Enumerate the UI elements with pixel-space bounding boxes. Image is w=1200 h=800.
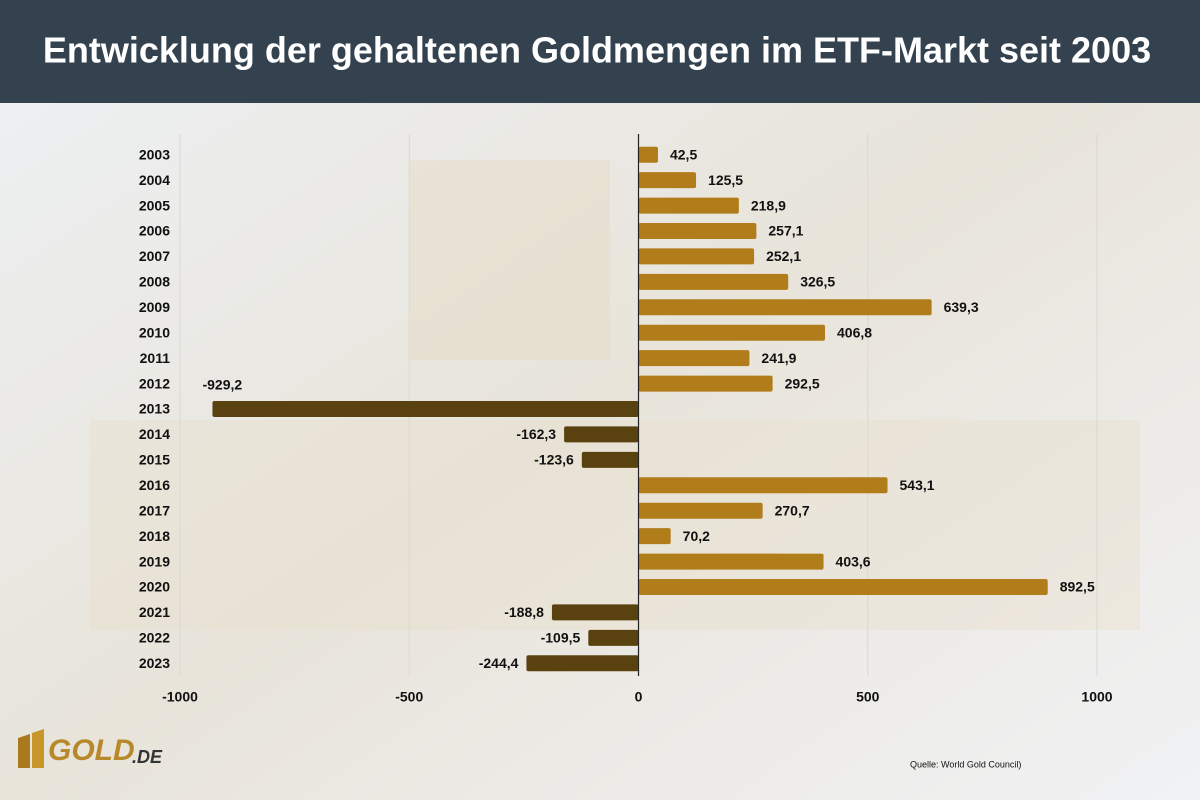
bar (638, 223, 757, 239)
bar (638, 197, 739, 214)
bar (581, 451, 639, 468)
title-bar (0, 0, 1200, 103)
logo-icon (18, 734, 30, 768)
y-tick-label: 2004 (139, 172, 170, 188)
value-label: -162,3 (516, 426, 556, 442)
value-label: -244,4 (479, 655, 519, 671)
y-tick-label: 2003 (139, 146, 170, 162)
value-label: 270,7 (775, 502, 810, 518)
y-tick-label: 2021 (139, 604, 170, 620)
bar (638, 502, 763, 519)
bar (638, 579, 1048, 595)
y-tick-label: 2018 (139, 528, 170, 544)
y-tick-label: 2013 (139, 401, 170, 417)
value-label: 241,9 (761, 350, 796, 366)
y-tick-label: 2008 (139, 274, 170, 290)
bar (638, 324, 826, 341)
bar (638, 553, 824, 570)
value-label: 257,1 (768, 223, 803, 239)
bar (564, 426, 639, 443)
value-label: 252,1 (766, 248, 801, 264)
decor (90, 420, 1140, 630)
value-label: 292,5 (785, 375, 820, 391)
x-tick-label: -500 (395, 689, 423, 705)
decor (410, 160, 610, 360)
y-tick-label: 2016 (139, 477, 170, 493)
value-label: -123,6 (534, 452, 574, 468)
y-tick-label: 2015 (139, 452, 170, 468)
y-tick-label: 2009 (139, 299, 170, 315)
y-tick-label: 2011 (140, 350, 171, 366)
bar (638, 375, 773, 392)
x-tick-label: 500 (856, 689, 880, 705)
bar (638, 477, 888, 494)
bar (212, 401, 639, 417)
bar (526, 655, 639, 672)
value-label: -188,8 (504, 604, 544, 620)
y-tick-label: 2017 (139, 502, 170, 518)
bar (638, 299, 932, 316)
x-tick-label: 1000 (1081, 689, 1112, 705)
y-tick-label: 2014 (139, 426, 170, 442)
y-tick-label: 2005 (139, 197, 170, 213)
value-label: 543,1 (900, 477, 935, 493)
bar (638, 248, 755, 265)
source: Quelle: World Gold Council) (910, 759, 1021, 769)
value-label: 218,9 (751, 197, 786, 213)
bar (551, 604, 639, 621)
value-label: -109,5 (541, 630, 581, 646)
chart-title: Entwicklung der gehaltenen Goldmengen im… (43, 30, 1151, 71)
y-tick-label: 2007 (139, 248, 170, 264)
x-tick-label: -1000 (162, 689, 198, 705)
y-tick-label: 2022 (139, 630, 170, 646)
x-tick-label: 0 (635, 689, 643, 705)
y-tick-label: 2019 (139, 553, 170, 569)
bar (638, 273, 789, 290)
value-label: 125,5 (708, 172, 743, 188)
value-label: 892,5 (1060, 579, 1095, 595)
bar (638, 172, 697, 189)
bar (638, 350, 750, 367)
y-tick-label: 2023 (139, 655, 170, 671)
value-label: -929,2 (202, 377, 242, 393)
bar (638, 146, 658, 163)
value-label: 326,5 (800, 274, 835, 290)
value-label: 406,8 (837, 324, 872, 340)
value-label: 42,5 (670, 146, 697, 162)
logo-icon (32, 729, 44, 768)
y-tick-label: 2006 (139, 223, 170, 239)
y-tick-label: 2020 (139, 579, 170, 595)
y-tick-label: 2012 (139, 375, 170, 391)
value-label: 639,3 (944, 299, 979, 315)
logo-suffix: .DE (132, 747, 163, 767)
value-label: 70,2 (683, 528, 710, 544)
logo-text: GOLD (48, 734, 135, 767)
value-label: 403,6 (836, 553, 871, 569)
bar (588, 629, 639, 646)
y-tick-label: 2010 (139, 324, 170, 340)
bar (638, 528, 671, 545)
